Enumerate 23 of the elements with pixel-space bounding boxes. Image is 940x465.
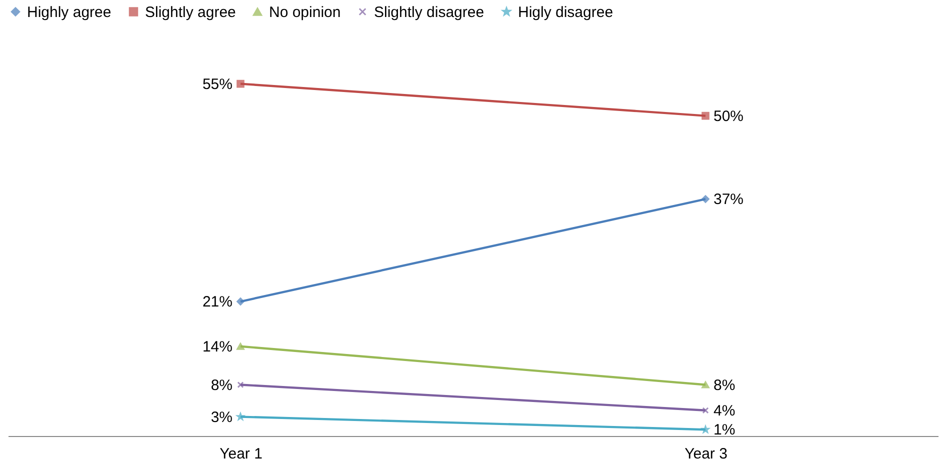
- legend-label: Higly disagree: [518, 4, 614, 21]
- point: [702, 112, 710, 120]
- x-tick-label: Year 3: [684, 446, 728, 462]
- data-label: 14%: [202, 338, 232, 356]
- point: [702, 195, 710, 203]
- legend-label: Slightly disagree: [374, 4, 484, 21]
- legend-label: Highly agree: [27, 4, 112, 21]
- point: [236, 298, 244, 306]
- legend-label: Slightly agree: [145, 4, 236, 21]
- data-label: 55%: [202, 76, 232, 93]
- data-label: 1%: [714, 422, 736, 439]
- data-label: 3%: [210, 408, 232, 426]
- data-label: 37%: [714, 191, 744, 208]
- point: [702, 407, 709, 414]
- point: [236, 80, 244, 88]
- data-label: 8%: [714, 376, 736, 394]
- data-label: 21%: [202, 294, 232, 311]
- x-tick-label: Year 1: [220, 446, 262, 462]
- data-label: 8%: [210, 376, 232, 394]
- data-label: 50%: [714, 108, 744, 125]
- data-label: 4%: [714, 402, 736, 420]
- legend-label: No opinion: [269, 4, 341, 21]
- point: [237, 381, 244, 388]
